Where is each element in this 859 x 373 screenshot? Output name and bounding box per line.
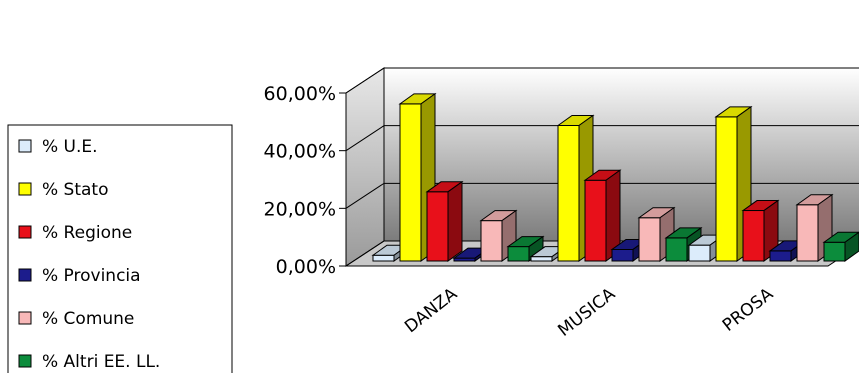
x-tick-label: DANZA [401, 284, 461, 337]
bar [583, 169, 622, 262]
x-tick-label: MUSICA [554, 284, 619, 341]
gridline [345, 182, 859, 209]
y-tick-label: 20,00% [264, 198, 336, 220]
gridline [345, 125, 859, 152]
y-tick-label: 0,00% [276, 256, 336, 278]
legend-item: % Stato [18, 180, 109, 200]
legend-item: % Comune [18, 309, 134, 329]
y-axis: 0,00% 20,00% 40,00% 60,00% [264, 83, 347, 278]
legend-item: % U.E. [18, 137, 98, 157]
legend-label: % Regione [42, 223, 132, 243]
legend-label: % Stato [42, 180, 109, 200]
legend-swatch [18, 182, 32, 196]
legend-label: % Comune [42, 309, 134, 329]
legend-swatch [18, 225, 32, 239]
legend-item: % Provincia [18, 266, 141, 286]
y-tick-label: 40,00% [264, 141, 336, 163]
legend-label: % Altri EE. LL. [42, 352, 160, 372]
legend-swatch [18, 268, 32, 282]
legend: % U.E. % Stato % Regione % Provincia % Comun… [7, 124, 233, 373]
legend-label: % U.E. [42, 137, 98, 157]
legend-item: % Altri EE. LL. [18, 352, 160, 372]
bars [371, 92, 859, 262]
legend-swatch [18, 139, 32, 153]
gridline [345, 67, 859, 94]
bar [822, 231, 859, 262]
legend-swatch [18, 354, 32, 368]
legend-box [7, 124, 233, 373]
x-tick-label: PROSA [719, 284, 777, 336]
legend-swatch [18, 311, 32, 325]
side-wall [345, 67, 385, 267]
bar [506, 235, 545, 262]
bar [741, 199, 780, 262]
x-axis: DANZA MUSICA PROSA [401, 284, 777, 341]
bar [425, 180, 464, 262]
legend-item: % Regione [18, 223, 132, 243]
bar [795, 193, 834, 262]
gridlines [345, 67, 859, 267]
y-tick-label: 60,00% [264, 83, 336, 105]
legend-label: % Provincia [42, 266, 141, 286]
